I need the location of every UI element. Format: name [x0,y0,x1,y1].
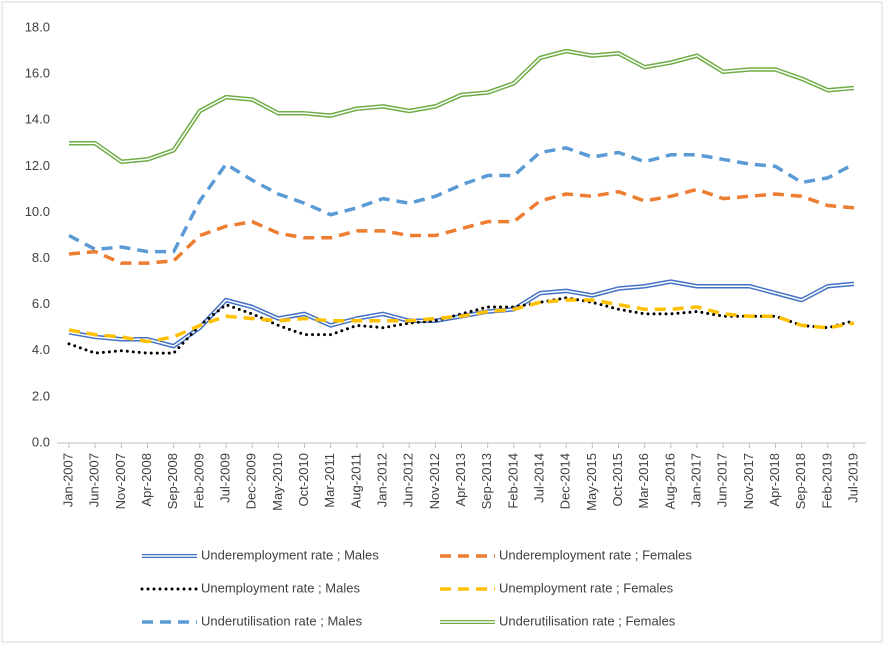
x-tick-label: Nov-2012 [427,453,442,509]
y-tick-label: 12.0 [25,158,50,173]
y-tick-label: 8.0 [32,250,50,265]
y-tick-label: 18.0 [25,19,50,34]
y-tick-label: 10.0 [25,204,50,219]
x-tick-label: Nov-2007 [113,453,128,509]
x-tick-label: Jun-2007 [87,453,102,507]
y-tick-label: 4.0 [32,342,50,357]
x-tick-label: Jan-2017 [688,453,703,507]
y-tick-label: 6.0 [32,296,50,311]
x-tick-label: Apr-2008 [139,453,154,506]
x-tick-label: Aug-2011 [348,453,363,508]
legend-label: Unemployment rate ; Females [499,580,674,595]
x-tick-label: Feb-2019 [819,453,834,509]
legend-label: Underutilisation rate ; Females [499,613,676,628]
x-tick-label: Jul-2019 [845,453,860,503]
x-tick-label: Oct-2015 [610,453,625,506]
x-tick-label: Jan-2012 [374,453,389,507]
y-tick-label: 2.0 [32,388,50,403]
x-tick-label: Oct-2010 [296,453,311,506]
y-tick-label: 0.0 [32,434,50,449]
legend-label: Unemployment rate ; Males [201,580,360,595]
x-tick-label: Feb-2009 [191,453,206,509]
x-tick-label: May-2010 [270,453,285,511]
x-tick-label: Mar-2011 [322,453,337,508]
x-tick-label: Sep-2018 [793,453,808,509]
legend-label: Underemployment rate ; Females [499,547,692,562]
x-tick-label: Jul-2014 [531,453,546,503]
series-line [68,298,855,344]
x-tick-label: Dec-2014 [558,453,573,509]
x-tick-label: Sep-2008 [165,453,180,509]
series-line [68,187,855,265]
x-tick-label: Jun-2012 [401,453,416,507]
x-tick-label: Apr-2013 [453,453,468,506]
x-tick-label: Dec-2009 [244,453,259,509]
x-tick-label: Apr-2018 [767,453,782,506]
x-tick-label: Mar-2016 [636,453,651,509]
legend-label: Underutilisation rate ; Males [201,613,363,628]
legend-label: Underemployment rate ; Males [201,547,379,562]
x-tick-label: Feb-2014 [505,453,520,509]
series-line [68,146,855,254]
x-tick-label: Jun-2017 [715,453,730,507]
x-tick-label: Sep-2013 [479,453,494,509]
x-tick-label: Aug-2016 [662,453,677,509]
x-tick-label: Jul-2009 [217,453,232,503]
series-line-inner [69,50,855,163]
x-tick-label: May-2015 [584,453,599,511]
x-tick-label: Jan-2007 [60,453,75,507]
y-tick-label: 16.0 [25,66,50,81]
x-tick-label: Nov-2017 [741,453,756,509]
y-tick-label: 14.0 [25,112,50,127]
